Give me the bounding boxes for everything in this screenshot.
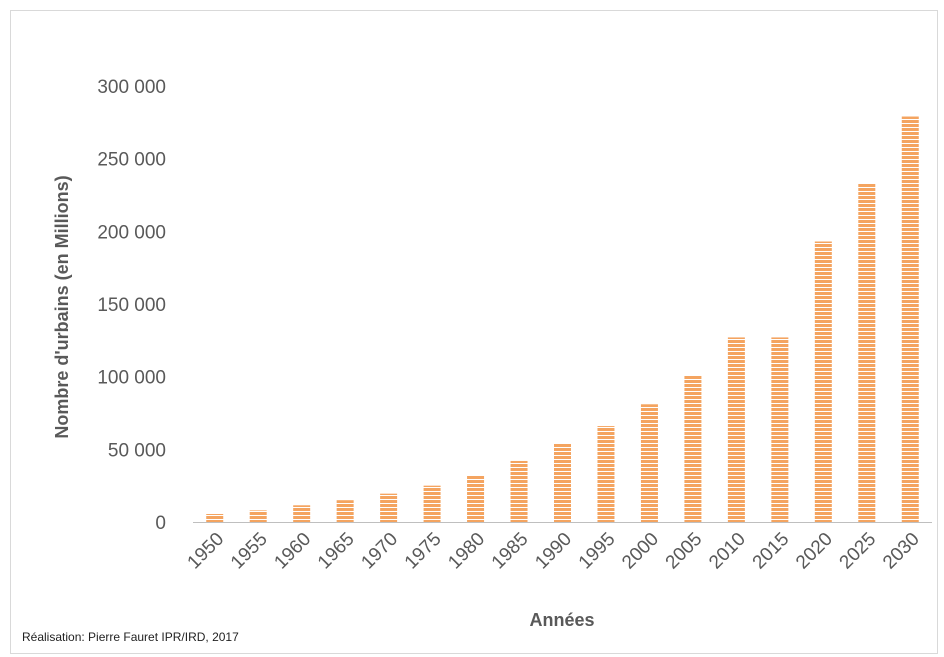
chart-frame: [10, 10, 938, 654]
y-tick-label: 250 000: [97, 150, 166, 171]
x-tick-label: 1950: [184, 529, 229, 574]
x-tick-label: 2005: [662, 529, 707, 574]
x-tick-label: 2030: [879, 529, 924, 574]
bar-1975: [423, 485, 441, 522]
credit-text: Réalisation: Pierre Fauret IPR/IRD, 2017: [22, 630, 239, 644]
x-axis-ticks: 1950195519601965197019751980198519901995…: [184, 529, 924, 574]
x-tick-label: 1975: [401, 529, 446, 574]
bar-1950: [206, 514, 224, 522]
bar-1985: [510, 460, 528, 522]
x-tick-label: 1970: [357, 529, 402, 574]
x-tick-label: 2000: [618, 529, 663, 574]
x-axis-title: Années: [529, 610, 594, 630]
y-tick-label: 50 000: [108, 440, 166, 461]
bar-2010: [727, 337, 745, 522]
x-tick-label: 1995: [575, 529, 620, 574]
bar-2020: [814, 241, 832, 523]
x-tick-label: 1955: [227, 529, 272, 574]
x-tick-label: 1980: [444, 529, 489, 574]
bars-group: [206, 116, 919, 523]
bar-1965: [336, 500, 354, 522]
bar-2015: [771, 337, 789, 522]
y-tick-label: 150 000: [97, 295, 166, 316]
y-axis-title: Nombre d'urbains (en Millions): [52, 175, 72, 438]
y-tick-label: 100 000: [97, 368, 166, 389]
x-tick-label: 1990: [531, 529, 576, 574]
y-axis-ticks: 0 50 000 100 000 150 000 200 000 250 000 300 0…: [97, 77, 166, 534]
bar-1990: [554, 443, 571, 522]
x-tick-label: 1965: [314, 529, 359, 574]
bar-2025: [858, 183, 876, 522]
bar-2030: [901, 116, 919, 523]
x-tick-label: 1985: [488, 529, 533, 574]
bar-1995: [597, 426, 615, 522]
x-tick-label: 2020: [792, 529, 837, 574]
bar-2000: [640, 404, 658, 522]
y-tick-label: 0: [155, 513, 166, 534]
x-tick-label: 2010: [705, 529, 750, 574]
x-tick-label: 1960: [270, 529, 315, 574]
y-tick-label: 200 000: [97, 222, 166, 243]
y-tick-label: 300 000: [97, 77, 166, 98]
bar-1955: [249, 510, 267, 522]
bar-1960: [293, 505, 311, 522]
bar-2005: [684, 375, 702, 522]
x-tick-label: 2025: [836, 529, 881, 574]
x-tick-label: 2015: [749, 529, 794, 574]
bar-1970: [380, 493, 398, 522]
bar-1980: [467, 475, 485, 522]
